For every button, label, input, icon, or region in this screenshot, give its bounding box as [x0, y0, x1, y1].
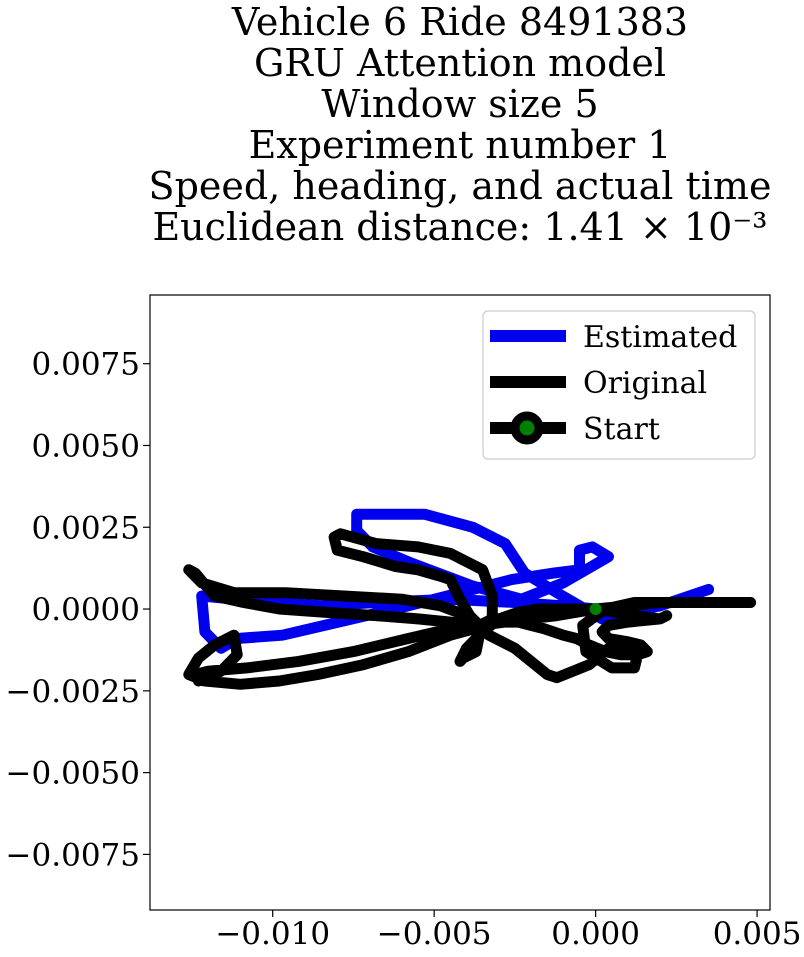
- y-tick-label: 0.0075: [32, 347, 140, 383]
- title-line-3: Window size 5: [321, 82, 599, 126]
- title-line-2: GRU Attention model: [253, 41, 667, 85]
- x-tick-label: 0.000: [551, 916, 640, 952]
- start-marker: [589, 603, 602, 616]
- x-tick-label: −0.010: [215, 916, 330, 952]
- y-tick-label: −0.0025: [6, 674, 140, 710]
- legend-start-marker: [510, 411, 544, 445]
- y-tick-label: −0.0075: [6, 837, 140, 873]
- series-layer: [183, 508, 757, 690]
- title-line-6: Euclidean distance: 1.41 × 10⁻³: [152, 205, 768, 249]
- legend-estimated-label: Estimated: [583, 320, 737, 355]
- y-tick-label: 0.0000: [32, 592, 140, 628]
- series-line-original: [183, 528, 757, 690]
- legend-start-label: Start: [583, 412, 660, 447]
- axes-layer: −0.010 −0.005 0.000 0.005 0.0075 0.0050 0.0025…: [6, 347, 802, 952]
- legend-original-label: Original: [583, 366, 707, 401]
- y-tick-label: 0.0025: [32, 510, 140, 546]
- x-tick-label: −0.005: [377, 916, 492, 952]
- title-line-5: Speed, heading, and actual time: [148, 164, 772, 208]
- plot-frame: [149, 294, 771, 911]
- title-line-1: Vehicle 6 Ride 8491383: [231, 0, 689, 44]
- chart-title: Vehicle 6 Ride 8491383 GRU Attention mod…: [0, 2, 804, 248]
- x-tick-label: 0.005: [713, 916, 802, 952]
- legend: Estimated Original Start: [482, 310, 756, 460]
- y-tick-label: 0.0050: [32, 428, 140, 464]
- title-line-4: Experiment number 1: [248, 123, 672, 167]
- y-tick-label: −0.0050: [6, 756, 140, 792]
